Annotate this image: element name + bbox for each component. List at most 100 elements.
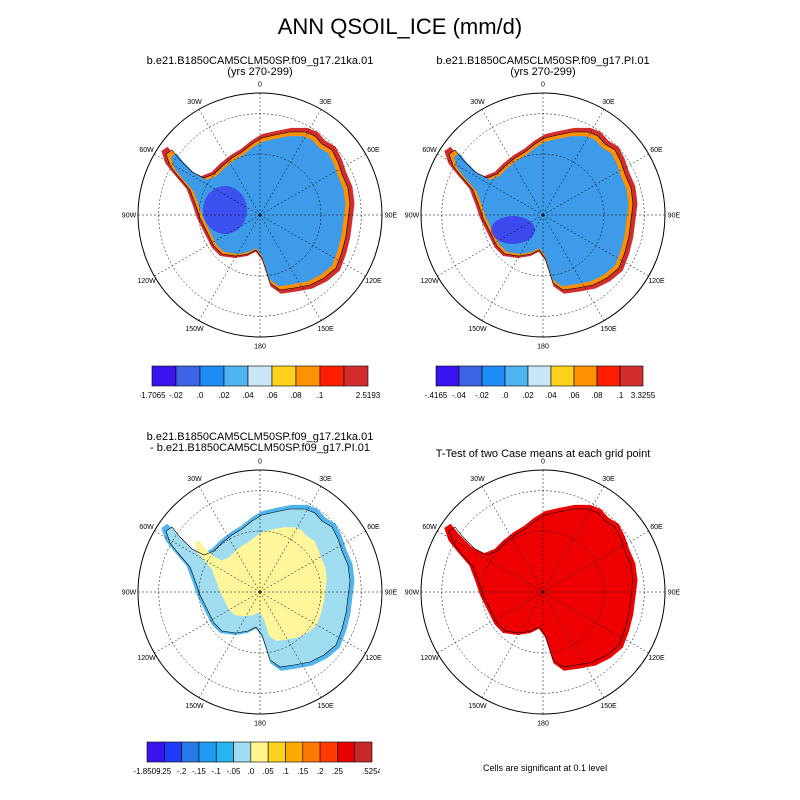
longitude-label: 120E (365, 655, 382, 662)
colorbar-label: 2.5193 (356, 391, 380, 400)
figure-title: ANN QSOIL_ICE (mm/d) (277, 14, 523, 39)
panel-title-case1: b.e21.B1850CAM5CLM50SP.f09_g17.21ka.01 (… (110, 56, 410, 78)
longitude-label: 60W (422, 524, 437, 531)
meridian-line (437, 214, 544, 277)
longitude-label: 120W (137, 655, 156, 662)
meridian-line (259, 109, 322, 216)
longitude-label: 30W (187, 99, 202, 106)
meridian-line (437, 530, 544, 593)
meridian-line (542, 486, 605, 593)
colorbar-label: -.25 (157, 767, 171, 776)
meridian-line (154, 153, 261, 216)
colorbar-swatch (319, 741, 338, 763)
colorbar-swatch (250, 741, 269, 763)
meridian-line (259, 591, 322, 698)
colorbar-swatch (164, 741, 182, 763)
polar-map-case2: 0 30E 60E 90E 120E 150E 180 150W 120W 90W 60W 30W (405, 82, 681, 351)
longitude-label: 60E (367, 524, 380, 531)
panel-title-line: b.e21.B1850CAM5CLM50SP.f09_g17.21ka.01 (146, 55, 374, 67)
colorbar-swatch (354, 741, 373, 763)
longitude-label: 150E (600, 326, 617, 333)
colorbar-label: -.04 (452, 391, 466, 400)
longitude-label: 150E (317, 703, 334, 710)
colorbar-swatch (435, 365, 460, 387)
colorbar-label: .08 (591, 391, 603, 400)
colorbar-swatch (285, 741, 304, 763)
longitude-label: 120E (648, 278, 665, 285)
colorbar-swatch (619, 365, 644, 387)
longitude-label: 90W (122, 213, 137, 220)
significance-note: Cells are significant at 0.1 level (483, 763, 608, 773)
longitude-label: 90E (668, 213, 681, 220)
diff-zero-region (194, 527, 327, 641)
longitude-label: 90W (405, 213, 420, 220)
meridian-line (198, 109, 261, 216)
longitude-label: 90E (385, 590, 398, 597)
meridian-line (481, 591, 544, 698)
meridian-line (542, 153, 649, 216)
meridian-line (154, 214, 261, 277)
polar-map-case1: 0 30E 60E 90E 120E 150E 180 150W 120W 90W 60W 30W (122, 82, 398, 351)
longitude-label: 90E (385, 213, 398, 220)
meridian-line (542, 591, 649, 654)
colorbar-swatch (267, 741, 286, 763)
colorbar-case1: -1.7065 -.02 .0 .02 .04 .06 .08 .1 2.5193 (140, 365, 380, 400)
colorbar-swatch (175, 365, 201, 387)
longitude-label: 0 (541, 82, 545, 89)
colorbar-swatch (215, 741, 234, 763)
map-boundary (420, 469, 666, 715)
meridian-line (198, 214, 261, 321)
longitude-label: 30E (602, 99, 615, 106)
colorbar-label: .25 (332, 767, 344, 776)
panel-title-line: T-Test of two Case means at each grid po… (435, 448, 651, 460)
colorbar-swatch (337, 741, 355, 763)
colorbar-label: .1 (617, 391, 624, 400)
colorbar-label: -.4165 (425, 391, 448, 400)
longitude-label: 150E (317, 326, 334, 333)
meridian-line (481, 214, 544, 321)
colorbar-label: -.05 (227, 767, 241, 776)
colorbar-label: .06 (266, 391, 278, 400)
panel-title-line: b.e21.B1850CAM5CLM50SP.f09_g17.21ka.01 (146, 431, 374, 443)
colorbar-swatch (504, 365, 529, 387)
coastline (448, 131, 634, 291)
colorbar-label: -.02 (475, 391, 489, 400)
colorbar-swatch (271, 365, 297, 387)
colorbar-swatch (550, 365, 575, 387)
meridian-line (542, 214, 649, 277)
meridian-line (259, 214, 366, 277)
colorbar-label: .02 (522, 391, 534, 400)
meridian-line (437, 591, 544, 654)
meridian-line (542, 214, 605, 321)
colorbar-label: .04 (545, 391, 557, 400)
meridian-line (259, 153, 366, 216)
colorbar-label: .05 (263, 767, 275, 776)
colorbar-swatch (233, 741, 252, 763)
colorbar-swatch (527, 365, 552, 387)
meridian-line (154, 530, 261, 593)
longitude-label: 30E (319, 99, 332, 106)
colorbar-swatch (223, 365, 249, 387)
meridian-line (259, 214, 322, 321)
colorbar-label: -.2 (177, 767, 187, 776)
panel-title-line: (yrs 270-299) (227, 66, 293, 78)
meridian-line (542, 591, 605, 698)
colorbar-swatch (295, 365, 321, 387)
longitude-label: 90E (668, 590, 681, 597)
longitude-label: 180 (537, 721, 549, 728)
colorbar-swatch (481, 365, 506, 387)
longitude-label: 180 (254, 721, 266, 728)
colorbar-diff: -1.8509-.25 -.2 -.15 -.1 -.05 .0 .05 .1 .15 .2 .25… (133, 741, 380, 776)
longitude-label: 60E (650, 147, 663, 154)
polar-map-diff: 0 30E 60E 90E 120E 150E 180 150W 120W 90W 60W 30W (122, 459, 398, 728)
colorbar-swatch (573, 365, 598, 387)
colorbar-label: -.02 (169, 391, 183, 400)
longitude-label: 150E (600, 703, 617, 710)
longitude-label: 150W (468, 326, 487, 333)
polar-map-ttest: 0 30E 60E 90E 120E 150E 180 150W 120W 90W 60W 30W (405, 459, 681, 728)
colorbar-swatch (199, 365, 225, 387)
west-antarctic-low-region (203, 186, 247, 234)
colorbar-label: .0 (248, 767, 255, 776)
colorbar-label: .15 (297, 767, 309, 776)
ice-sheet-interior (170, 136, 346, 287)
